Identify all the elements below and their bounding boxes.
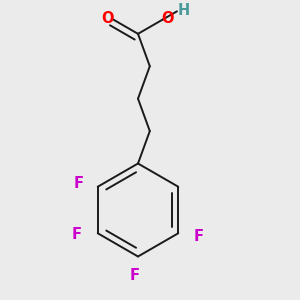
Text: F: F xyxy=(73,176,83,191)
Text: O: O xyxy=(102,11,114,26)
Text: O: O xyxy=(161,11,174,26)
Text: H: H xyxy=(177,3,190,18)
Text: F: F xyxy=(71,227,81,242)
Text: F: F xyxy=(130,268,140,284)
Text: F: F xyxy=(194,229,204,244)
